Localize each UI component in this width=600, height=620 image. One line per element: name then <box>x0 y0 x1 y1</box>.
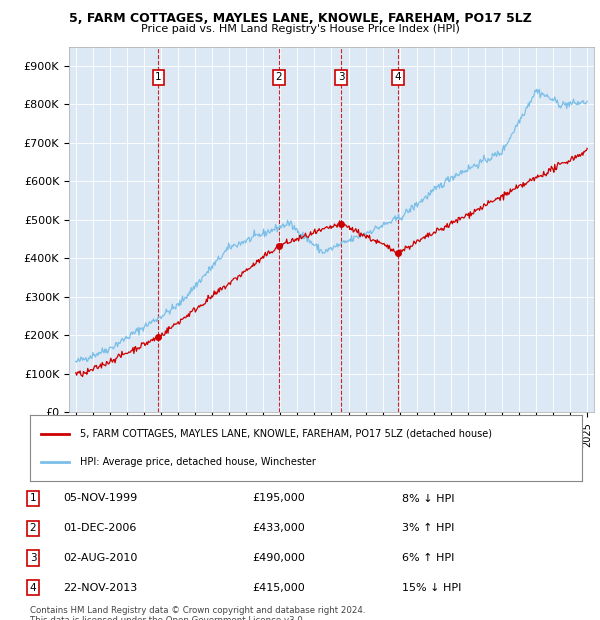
Text: 5, FARM COTTAGES, MAYLES LANE, KNOWLE, FAREHAM, PO17 5LZ: 5, FARM COTTAGES, MAYLES LANE, KNOWLE, F… <box>68 12 532 25</box>
Text: 1: 1 <box>155 73 162 82</box>
Text: £490,000: £490,000 <box>252 553 305 563</box>
Text: 2: 2 <box>275 73 283 82</box>
Text: 3: 3 <box>338 73 344 82</box>
Text: 4: 4 <box>29 583 37 593</box>
Text: 22-NOV-2013: 22-NOV-2013 <box>63 583 137 593</box>
Text: 02-AUG-2010: 02-AUG-2010 <box>63 553 137 563</box>
Text: £195,000: £195,000 <box>252 494 305 503</box>
Text: 05-NOV-1999: 05-NOV-1999 <box>63 494 137 503</box>
Text: 3% ↑ HPI: 3% ↑ HPI <box>402 523 454 533</box>
Text: 8% ↓ HPI: 8% ↓ HPI <box>402 494 455 503</box>
Text: 01-DEC-2006: 01-DEC-2006 <box>63 523 136 533</box>
Text: £433,000: £433,000 <box>252 523 305 533</box>
Text: 5, FARM COTTAGES, MAYLES LANE, KNOWLE, FAREHAM, PO17 5LZ (detached house): 5, FARM COTTAGES, MAYLES LANE, KNOWLE, F… <box>80 428 491 438</box>
Text: 6% ↑ HPI: 6% ↑ HPI <box>402 553 454 563</box>
Text: 1: 1 <box>29 494 37 503</box>
Text: 2: 2 <box>29 523 37 533</box>
Text: 3: 3 <box>29 553 37 563</box>
Text: 4: 4 <box>394 73 401 82</box>
Text: £415,000: £415,000 <box>252 583 305 593</box>
Text: 15% ↓ HPI: 15% ↓ HPI <box>402 583 461 593</box>
Text: Contains HM Land Registry data © Crown copyright and database right 2024.
This d: Contains HM Land Registry data © Crown c… <box>30 606 365 620</box>
Text: HPI: Average price, detached house, Winchester: HPI: Average price, detached house, Winc… <box>80 458 316 467</box>
Text: Price paid vs. HM Land Registry's House Price Index (HPI): Price paid vs. HM Land Registry's House … <box>140 24 460 33</box>
